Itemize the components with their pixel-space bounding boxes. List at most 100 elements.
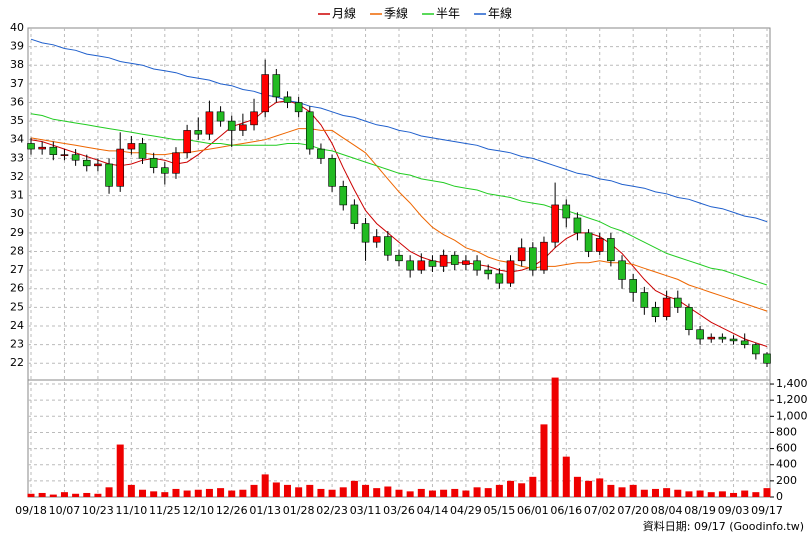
candle-body: [328, 158, 336, 187]
candle-body: [540, 241, 548, 271]
volume-bar: [651, 488, 659, 497]
candle-body: [685, 307, 693, 331]
candle-body: [595, 238, 604, 252]
volume-bar: [183, 490, 191, 497]
candle-body: [406, 260, 414, 271]
candle-body: [752, 344, 760, 355]
candle-body: [384, 236, 392, 256]
candle-body: [149, 158, 158, 168]
x-tick-label: 05/15: [484, 504, 516, 517]
volume-bar: [540, 424, 548, 497]
x-tick-label: 01/13: [249, 504, 281, 517]
x-tick-label: 08/19: [684, 504, 716, 517]
volume-bar: [462, 490, 470, 497]
legend-label: 季線: [384, 6, 408, 21]
candle-body: [584, 232, 593, 252]
x-tick-label: 07/20: [617, 504, 649, 517]
y-tick-label: 28: [10, 244, 24, 257]
volume-bar: [618, 487, 626, 497]
y-tick-label: 38: [10, 58, 24, 71]
candle-body: [205, 111, 214, 135]
y2-tick-label: 1,400: [776, 377, 808, 390]
footnote: 資料日期: 09/17 (Goodinfo.tw): [643, 519, 804, 533]
x-tick-label: 11/10: [116, 504, 148, 517]
candle-body: [662, 297, 671, 317]
x-tick-label: 02/23: [316, 504, 348, 517]
candle-body: [651, 307, 660, 317]
candle-body: [417, 260, 426, 271]
candle-body: [740, 340, 749, 345]
candle-body: [94, 163, 102, 167]
volume-bar: [139, 489, 147, 497]
volume-bar: [752, 492, 760, 497]
volume-bar: [350, 480, 358, 497]
volume-bar: [283, 484, 291, 497]
y-tick-label: 24: [10, 319, 24, 332]
candle-body: [194, 130, 203, 135]
candle-body: [439, 254, 448, 267]
candle-body: [484, 269, 493, 275]
volume-bar: [696, 490, 704, 497]
x-tick-label: 01/28: [283, 504, 315, 517]
volume-bar: [105, 487, 113, 497]
candle-body: [428, 260, 437, 267]
volume-bar: [741, 490, 749, 497]
x-tick-label: 09/03: [718, 504, 750, 517]
candle-body: [707, 336, 716, 340]
volume-bar: [373, 488, 381, 497]
x-tick-label: 10/07: [49, 504, 81, 517]
candle-body: [350, 204, 359, 224]
x-tick-label: 03/26: [383, 504, 415, 517]
y-tick-label: 30: [10, 207, 24, 220]
x-tick-label: 10/23: [82, 504, 114, 517]
volume-bar: [362, 484, 370, 497]
y-tick-label: 32: [10, 170, 24, 183]
candle-body: [105, 163, 113, 187]
volume-bar: [295, 487, 303, 497]
y-tick-label: 39: [10, 40, 24, 53]
candle-body: [517, 247, 526, 262]
x-tick-label: 11/25: [149, 504, 181, 517]
candle-body: [361, 223, 370, 243]
candle-body: [629, 279, 637, 293]
candle-body: [138, 143, 147, 159]
candle-body: [71, 154, 80, 161]
volume-bar: [685, 491, 693, 497]
candle-body: [38, 146, 46, 150]
y-tick-label: 37: [10, 77, 24, 90]
legend: 月線 季線 半年 年線: [318, 6, 512, 21]
y2-tick-label: 0: [776, 490, 783, 503]
candle-body: [27, 143, 35, 150]
volume-bar: [473, 487, 481, 497]
candle-body: [473, 260, 481, 271]
volume-bar: [250, 484, 258, 497]
x-tick-label: 06/01: [517, 504, 549, 517]
volume-bar: [417, 488, 425, 497]
volume-bar: [440, 489, 448, 497]
candle-body: [216, 111, 225, 122]
ma-line: [30, 113, 768, 286]
volume-bar: [150, 491, 158, 497]
volume-bar: [317, 488, 325, 497]
volume-bar: [596, 478, 604, 497]
candle-body: [696, 329, 704, 340]
volume-bar: [239, 489, 247, 497]
candle-body: [763, 353, 771, 364]
candle-body: [49, 146, 58, 155]
candle-body: [529, 247, 537, 271]
volume-bar: [49, 494, 57, 497]
x-tick-label: 12/26: [216, 504, 248, 517]
volume-bar: [484, 488, 492, 497]
volume-bar: [172, 488, 180, 497]
candle-body: [60, 154, 69, 156]
candle-body: [450, 254, 459, 265]
volume-bar: [507, 480, 515, 497]
x-tick-label: 03/11: [350, 504, 382, 517]
ma-line: [30, 38, 768, 223]
candle-body: [729, 338, 738, 342]
y-tick-label: 36: [10, 95, 24, 108]
volume-bar: [38, 492, 46, 497]
candle-body: [339, 186, 348, 206]
volume-bar: [306, 484, 314, 497]
x-tick-label: 07/02: [584, 504, 616, 517]
